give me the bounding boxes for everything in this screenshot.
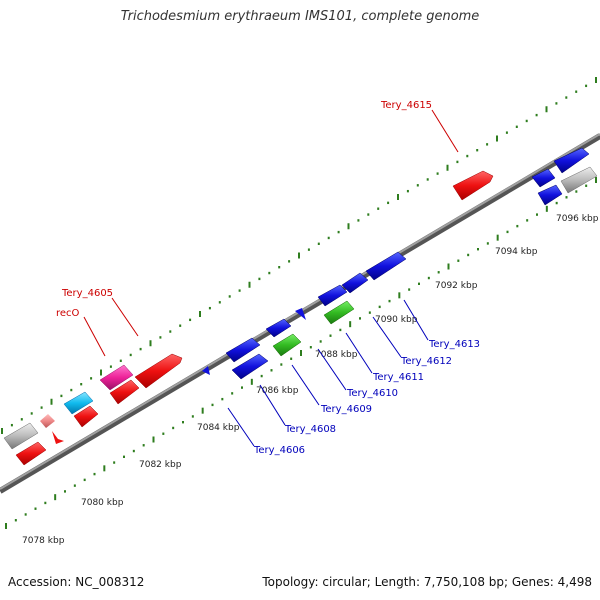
gene-feature-blue <box>225 337 261 363</box>
lower-strand-genes <box>15 166 598 466</box>
scale-label: 7086 kbp <box>256 386 299 396</box>
genome-summary-text: Topology: circular; Length: 7,750,108 bp… <box>262 575 592 589</box>
gene-label-tery-4610: Tery_4610 <box>346 388 398 399</box>
gene-feature-red <box>52 431 64 444</box>
scale-label: 7096 kbp <box>556 214 599 224</box>
scale-label: 7082 kbp <box>139 460 182 470</box>
gene-feature-pink <box>40 414 55 428</box>
scale-label: 7094 kbp <box>495 247 538 257</box>
leader-lines <box>83 109 459 447</box>
genome-title: Trichodesmium erythraeum IMS101, complet… <box>120 9 480 24</box>
gene-feature-gray <box>3 422 39 450</box>
gene-label-tery-4606: Tery_4606 <box>253 445 305 456</box>
gene-feature-blue <box>295 308 306 320</box>
scale-label: 7090 kbp <box>375 315 418 325</box>
gene-feature-green <box>272 333 302 357</box>
gene-feature-blue <box>202 366 210 375</box>
scale-ticks-top <box>1 77 597 434</box>
gene-label-tery-4612: Tery_4612 <box>400 356 452 367</box>
scale-ticks-bottom <box>5 177 597 529</box>
gene-feature-cyan <box>63 391 94 415</box>
gene-feature-blue <box>537 184 563 206</box>
gene-feature-blue <box>341 272 369 294</box>
scale-label: 7080 kbp <box>81 498 124 508</box>
gene-feature-red <box>452 170 494 201</box>
gene-feature-magenta <box>99 364 134 391</box>
gene-label-tery-4613: Tery_4613 <box>428 339 480 350</box>
gene-feature-red <box>134 353 183 389</box>
accession-text: Accession: NC_008312 <box>8 575 145 589</box>
gene-label-reco: recO <box>56 308 80 319</box>
gene-label-tery-4611: Tery_4611 <box>372 372 424 383</box>
gene-label-tery-4609: Tery_4609 <box>320 404 372 415</box>
gene-feature-blue <box>231 353 269 380</box>
scale-label: 7084 kbp <box>197 423 240 433</box>
gene-feature-red <box>109 379 140 405</box>
gene-feature-blue <box>531 168 556 188</box>
gene-feature-blue <box>365 251 407 281</box>
scale-label: 7088 kbp <box>315 350 358 360</box>
gene-label-tery-4605: Tery_4605 <box>61 288 113 299</box>
scale-labels: 7078 kbp 7080 kbp 7082 kbp 7084 kbp 7086… <box>22 214 599 546</box>
gene-feature-blue <box>317 284 348 307</box>
gene-feature-red <box>73 405 99 428</box>
gene-feature-green <box>323 300 355 325</box>
upper-strand-genes <box>3 147 590 450</box>
gene-feature-blue <box>265 318 292 338</box>
gene-feature-blue <box>553 147 590 174</box>
gene-label-tery-4608: Tery_4608 <box>284 424 336 435</box>
gene-labels: recO Tery_4605 Tery_4615 Tery_4606 Tery_… <box>56 100 480 456</box>
scale-label: 7078 kbp <box>22 536 65 546</box>
gene-feature-red <box>15 441 47 466</box>
gene-feature-gray <box>560 166 598 194</box>
gene-label-tery-4615: Tery_4615 <box>380 100 432 111</box>
scale-label: 7092 kbp <box>435 281 478 291</box>
